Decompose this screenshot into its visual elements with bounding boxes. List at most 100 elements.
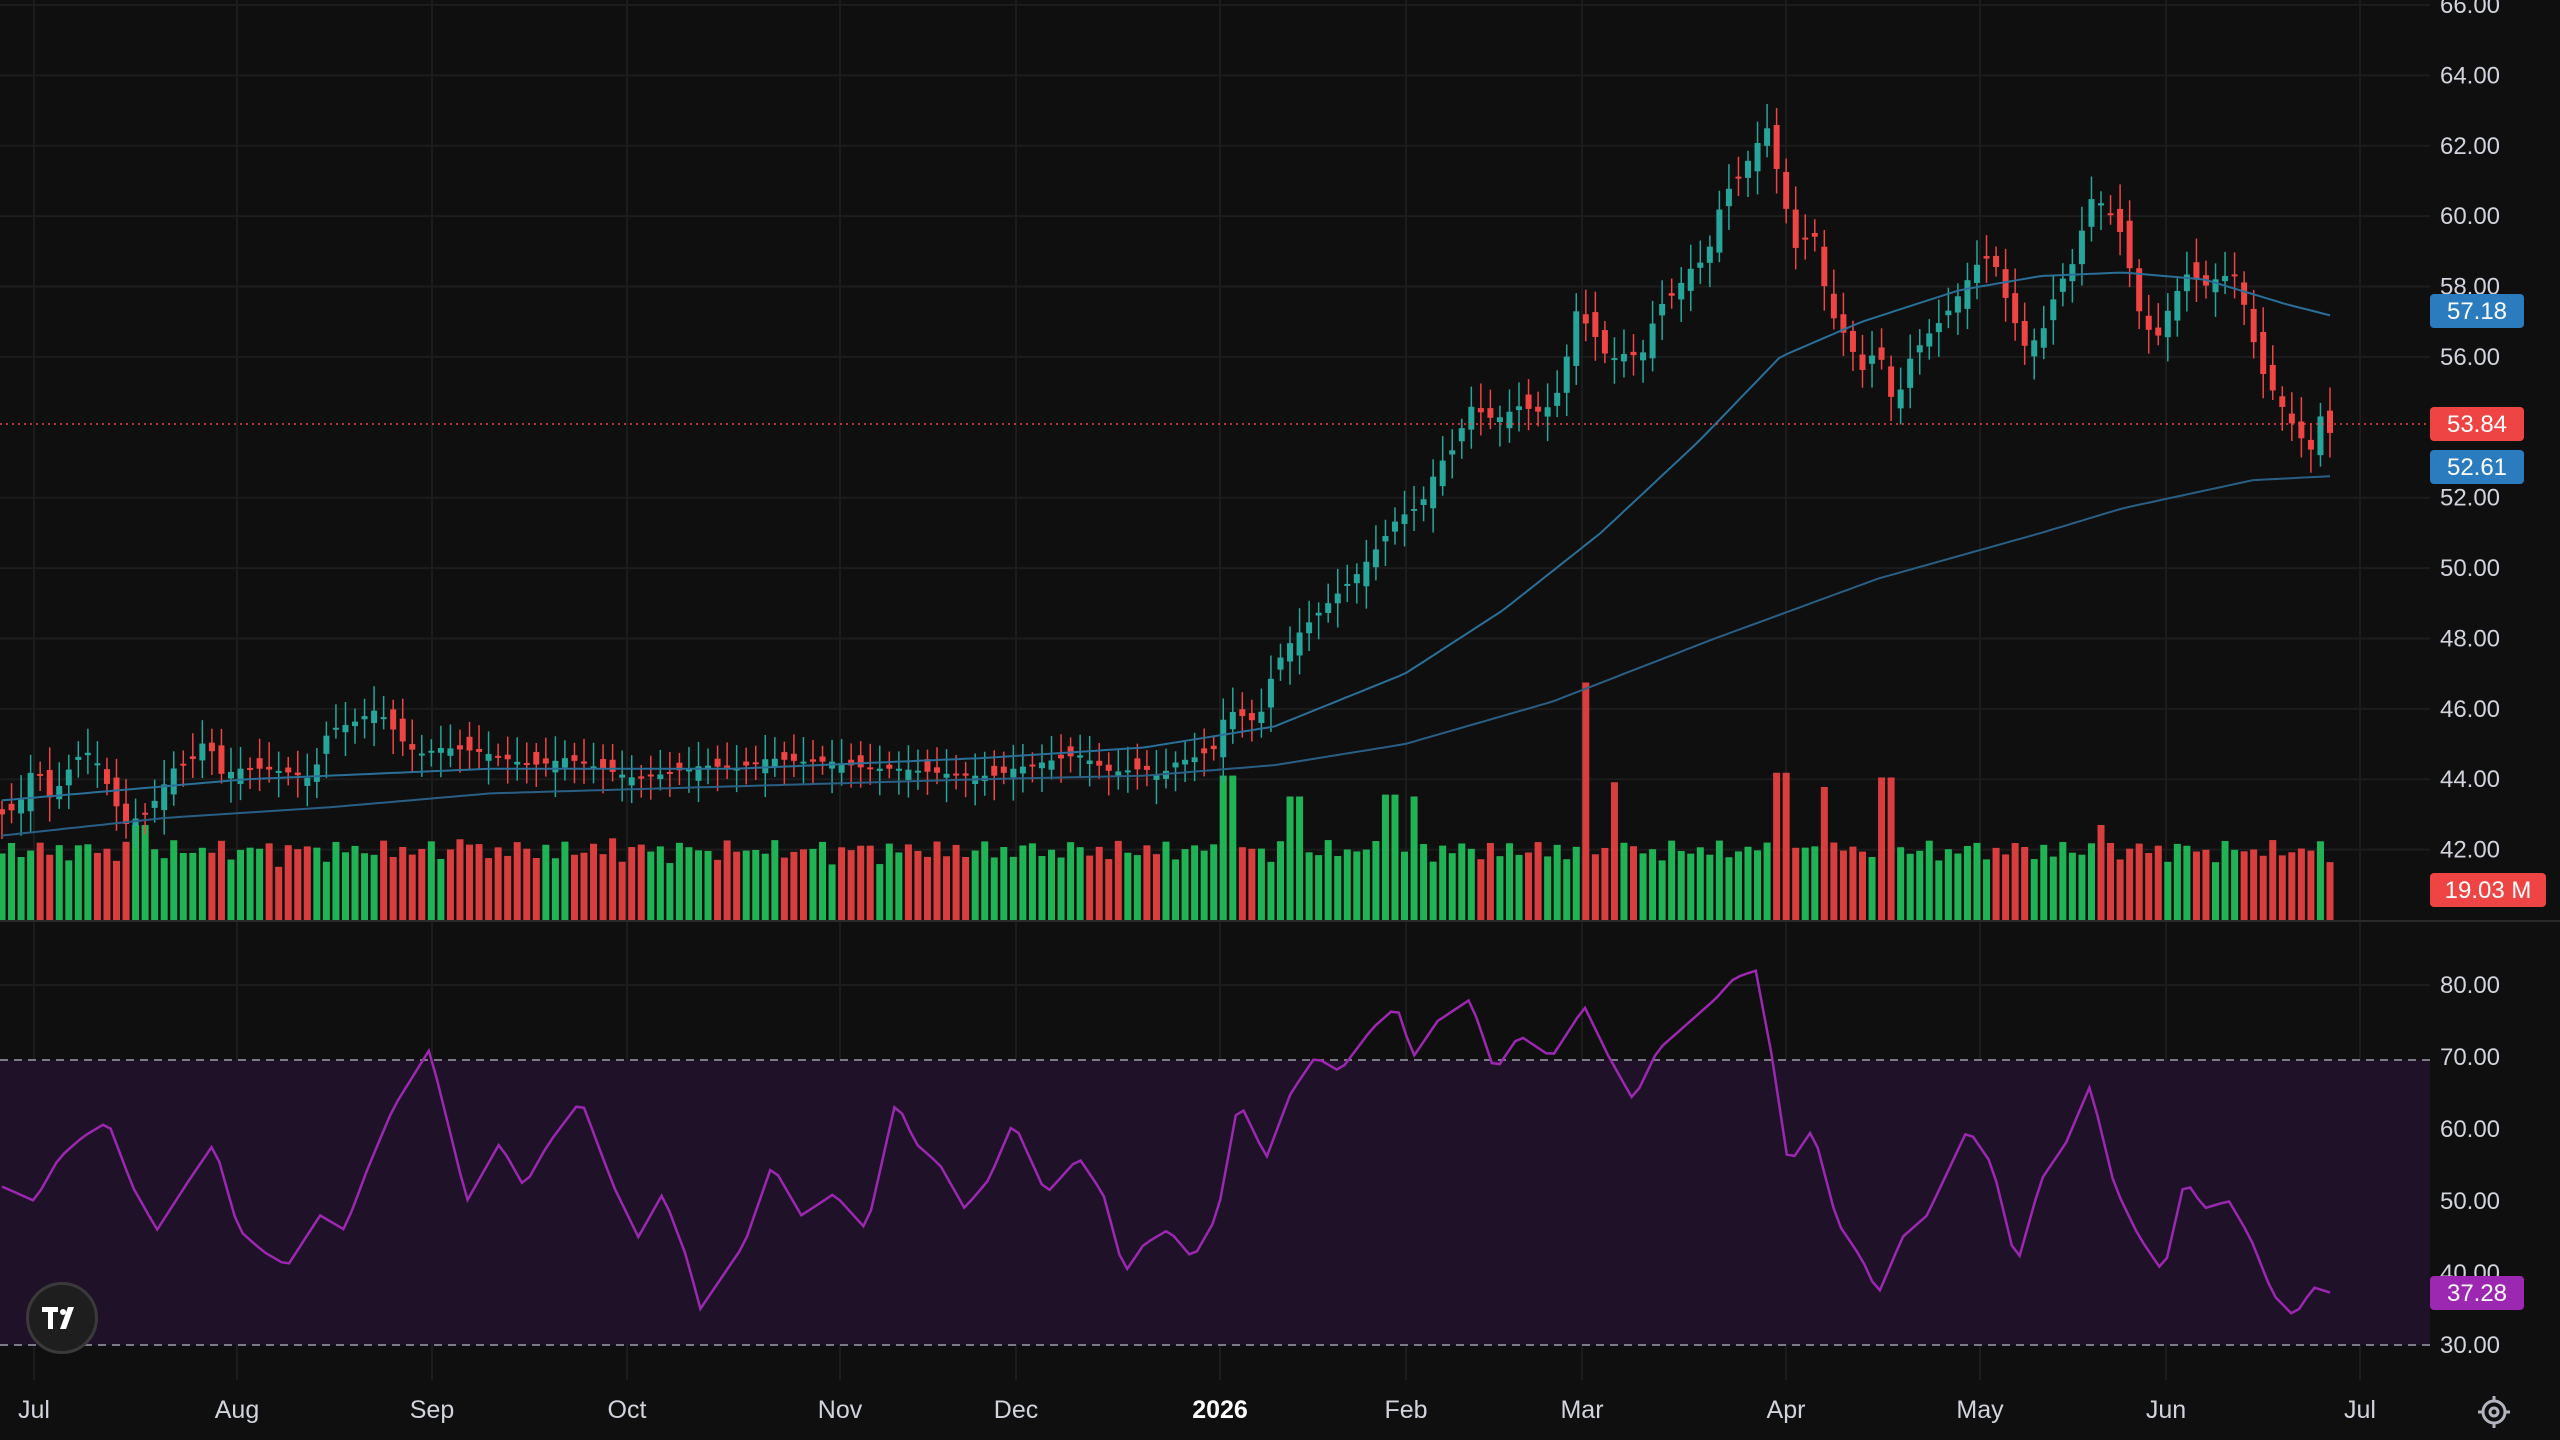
candle-body <box>609 759 616 772</box>
candle-body <box>1592 312 1599 338</box>
volume-bar <box>1181 849 1189 920</box>
candle-body <box>914 770 921 773</box>
candle-body <box>1496 417 1503 423</box>
candle-body <box>1449 450 1456 455</box>
candle-body <box>1439 460 1446 487</box>
candle-body <box>1821 246 1828 287</box>
candle-body <box>1019 766 1026 774</box>
sma200-label: 52.61 <box>2430 450 2524 484</box>
volume-bar <box>456 839 464 920</box>
candle-body <box>867 767 874 770</box>
candle-body <box>1849 330 1856 352</box>
candle-body <box>113 777 120 807</box>
volume-bar <box>217 840 225 920</box>
candle-body <box>1363 561 1370 587</box>
candle-body <box>1935 323 1942 333</box>
candle-body <box>1764 128 1771 146</box>
volume-bar <box>809 848 817 920</box>
volume-bar <box>1381 794 1389 920</box>
candle-body <box>705 765 712 770</box>
candle-body <box>390 709 397 730</box>
volume-bar <box>1954 853 1962 920</box>
candle-body <box>247 767 254 770</box>
candle-body <box>208 742 215 752</box>
candle-body <box>876 768 883 772</box>
candle-body <box>2241 282 2248 305</box>
candle-body <box>1267 678 1274 708</box>
candle-body <box>123 803 130 825</box>
volume-bar <box>1858 851 1866 920</box>
volume-bar <box>1820 787 1828 920</box>
volume-bar <box>1801 847 1809 920</box>
candle-body <box>1296 632 1303 656</box>
volume-bar <box>2059 842 2067 920</box>
candle-body <box>2107 213 2114 216</box>
candle-body <box>1697 262 1704 268</box>
candle-body <box>2078 230 2085 265</box>
volume-bar <box>637 844 645 920</box>
volume-bar <box>1601 847 1609 920</box>
volume-bar <box>1429 861 1437 920</box>
candle-body <box>504 754 511 760</box>
volume-bar <box>771 840 779 920</box>
volume-bar <box>2116 859 2124 920</box>
volume-bar <box>332 841 340 920</box>
candle-body <box>2298 421 2305 439</box>
candle-body <box>514 761 521 765</box>
price-tick-label: 46.00 <box>2440 696 2500 723</box>
candle-body <box>1811 232 1818 237</box>
candle-body <box>342 725 349 733</box>
tradingview-logo[interactable] <box>26 1282 98 1354</box>
volume-bar <box>733 851 741 920</box>
volume-bar <box>1124 852 1132 920</box>
volume-bar <box>2212 862 2220 920</box>
candle-body <box>838 763 845 773</box>
candle-body <box>1735 176 1742 179</box>
rsi-tick-label: 80.00 <box>2440 972 2500 999</box>
candle-body <box>771 758 778 768</box>
candle-body <box>1535 406 1542 412</box>
candle-body <box>1487 408 1494 418</box>
candle-body <box>619 774 626 778</box>
price-tick-label: 50.00 <box>2440 555 2500 582</box>
volume-bar <box>1544 856 1552 920</box>
volume-bar <box>752 849 760 920</box>
volume-bar <box>1067 842 1075 920</box>
volume-bar <box>1286 796 1294 920</box>
volume-bar <box>351 845 359 920</box>
candle-body <box>1315 612 1322 616</box>
volume-bar <box>466 844 474 920</box>
candle-body <box>1859 354 1866 370</box>
candle-body <box>1926 333 1933 347</box>
chart-settings-button[interactable] <box>2474 1392 2514 1432</box>
volume-bar <box>952 844 960 920</box>
time-tick-label: Mar <box>1560 1396 1603 1424</box>
candle-body <box>1077 755 1084 758</box>
candle-body <box>1029 764 1036 767</box>
volume-bar <box>1935 860 1943 920</box>
volume-bar <box>198 847 206 920</box>
time-tick-label: 2026 <box>1192 1396 1248 1424</box>
candle-body <box>1344 583 1351 586</box>
candle-body <box>485 753 492 761</box>
volume-bar <box>847 850 855 920</box>
candle-body <box>1353 574 1360 584</box>
candle-body <box>2136 268 2143 312</box>
candle-body <box>1754 143 1761 172</box>
volume-bar <box>1906 853 1914 920</box>
volume-bar <box>914 850 922 920</box>
volume-bar <box>2183 845 2191 920</box>
candle-body <box>313 764 320 782</box>
candle-body <box>1191 757 1198 763</box>
volume-bar <box>1191 845 1199 920</box>
volume-bar <box>256 848 264 920</box>
volume-bar <box>475 844 483 920</box>
volume-bar <box>1754 850 1762 920</box>
volume-bar <box>313 847 321 920</box>
volume-bar <box>1486 842 1494 920</box>
candle-body <box>275 770 282 773</box>
candle-body <box>1773 125 1780 169</box>
volume-bar <box>2021 847 2029 920</box>
volume-bar <box>2173 843 2181 920</box>
